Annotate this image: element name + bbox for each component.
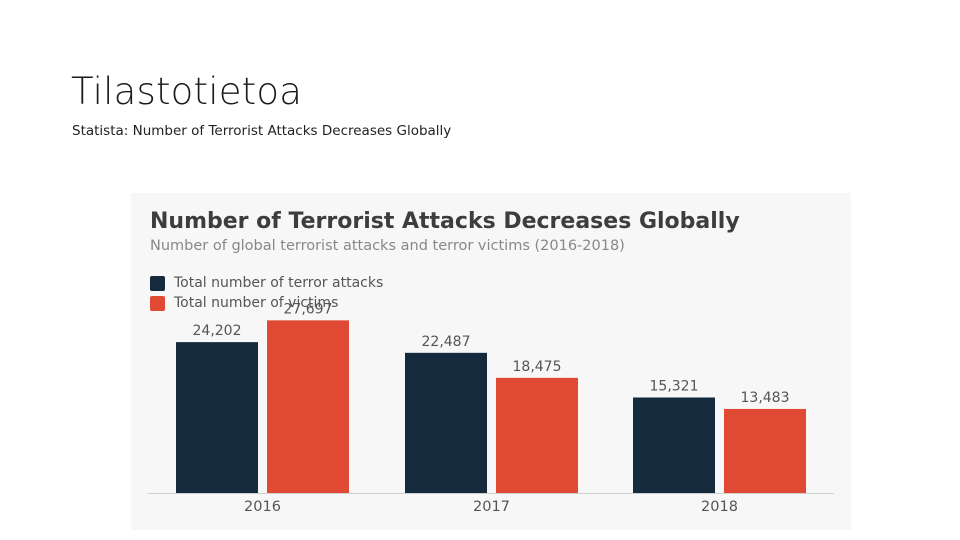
slide-title: Tilastotietoa	[71, 70, 303, 113]
chart-panel: Number of Terrorist Attacks Decreases Gl…	[131, 193, 851, 530]
category-label-2018: 2018	[701, 499, 738, 515]
value-label-attacks-2017: 22,487	[422, 334, 471, 350]
category-label-2016: 2016	[244, 499, 281, 515]
legend-label-victims: Total number of victims	[174, 295, 339, 311]
bar-victims-2018	[724, 408, 806, 493]
legend-item-victims: Total number of victims	[150, 293, 383, 313]
chart-plot: 24,202 27,697 2016 22,487 18,475 2017 15,321 13…	[148, 301, 834, 515]
chart-subtitle: Number of global terrorist attacks and t…	[150, 238, 625, 254]
legend-swatch-victims	[150, 295, 165, 311]
value-label-attacks-2018: 15,321	[650, 378, 699, 394]
chart-title: Number of Terrorist Attacks Decreases Gl…	[150, 209, 740, 234]
bar-attacks-2016	[176, 342, 258, 493]
slide-subtitle: Statista: Number of Terrorist Attacks De…	[72, 123, 452, 139]
bar-victims-2016	[267, 320, 349, 493]
value-label-victims-2017: 18,475	[513, 359, 562, 375]
bar-victims-2017	[496, 377, 578, 493]
legend-label-attacks: Total number of terror attacks	[174, 275, 384, 291]
legend-item-attacks: Total number of terror attacks	[150, 273, 383, 293]
category-label-2017: 2017	[473, 499, 510, 515]
value-label-victims-2018: 13,483	[741, 390, 790, 406]
value-label-attacks-2016: 24,202	[193, 323, 242, 339]
legend-swatch-attacks	[150, 275, 165, 291]
chart-legend: Total number of terror attacks Total num…	[150, 273, 383, 313]
value-label-victims-2016: 27,697	[284, 301, 333, 317]
bar-attacks-2018	[633, 397, 715, 493]
bar-attacks-2017	[405, 352, 487, 493]
